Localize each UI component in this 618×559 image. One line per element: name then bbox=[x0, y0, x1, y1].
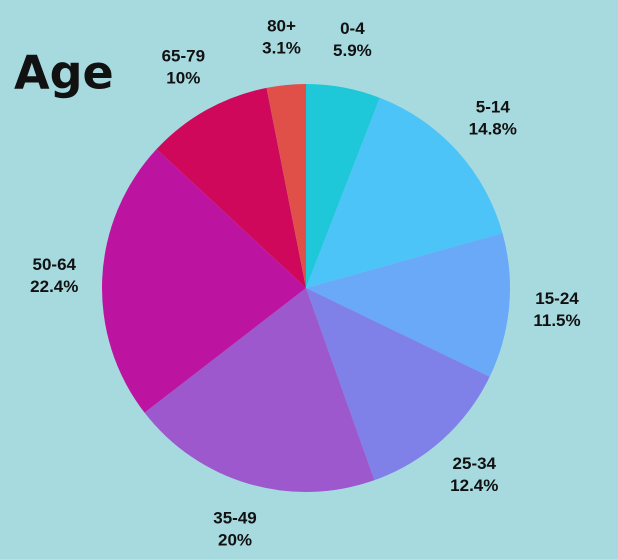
slice-value-label: 10% bbox=[166, 68, 200, 87]
pie-slice bbox=[156, 87, 306, 288]
slice-category-label: 5-14 bbox=[476, 97, 511, 116]
slice-value-label: 5.9% bbox=[333, 41, 372, 60]
slice-value-label: 14.8% bbox=[469, 119, 517, 138]
slice-category-label: 80+ bbox=[267, 16, 296, 35]
pie-slice bbox=[266, 84, 306, 288]
pie-slice bbox=[306, 233, 510, 377]
pie-slice bbox=[306, 97, 503, 288]
slice-value-label: 11.5% bbox=[533, 311, 580, 330]
slice-value-label: 22.4% bbox=[30, 277, 78, 296]
pie-slice bbox=[306, 84, 380, 288]
slice-value-label: 20% bbox=[218, 530, 252, 549]
slice-category-label: 35-49 bbox=[213, 508, 256, 527]
slice-category-label: 25-34 bbox=[453, 454, 497, 473]
slice-category-label: 0-4 bbox=[340, 19, 365, 38]
slice-category-label: 50-64 bbox=[33, 255, 77, 274]
pie-slice bbox=[101, 149, 306, 413]
slice-category-label: 65-79 bbox=[162, 46, 205, 65]
slice-category-label: 15-24 bbox=[535, 289, 579, 308]
pie-slice bbox=[144, 288, 375, 492]
chart-title: Age bbox=[14, 46, 114, 100]
slice-value-label: 12.4% bbox=[450, 476, 498, 495]
slice-value-label: 3.1% bbox=[262, 38, 301, 57]
pie-slice bbox=[306, 288, 490, 481]
